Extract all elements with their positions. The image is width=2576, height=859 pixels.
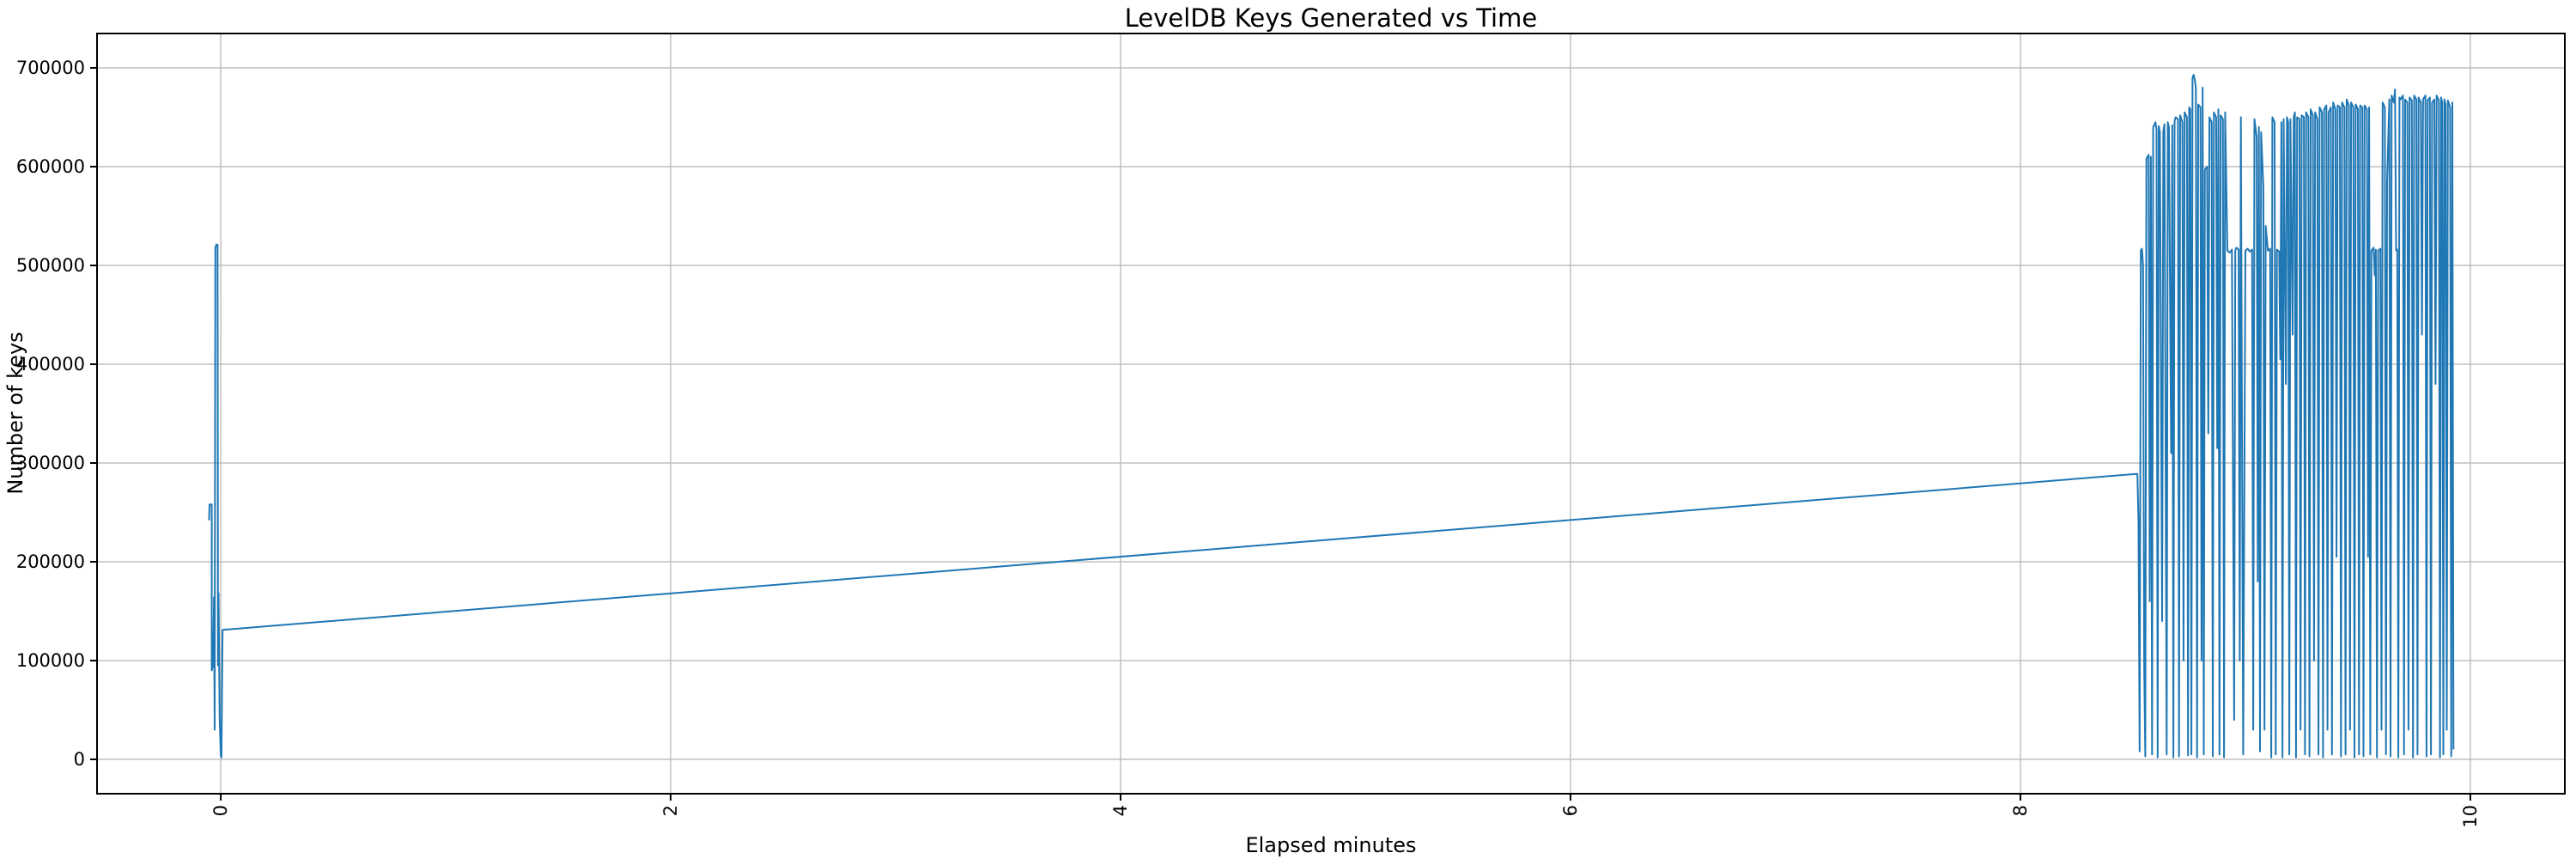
- x-tick-label: 0: [210, 805, 231, 816]
- plot-border: [96, 33, 2566, 795]
- y-tick-label: 0: [74, 749, 85, 770]
- y-tick-label: 100000: [16, 650, 85, 671]
- data-series: [208, 74, 2455, 758]
- y-tick-label: 200000: [16, 551, 85, 572]
- y-tick-label: 300000: [16, 453, 85, 473]
- chart-title: LevelDB Keys Generated vs Time: [1125, 3, 1537, 33]
- x-tick-label: 2: [660, 805, 681, 816]
- x-tick-label: 6: [1560, 805, 1581, 816]
- x-tick-label: 10: [2460, 805, 2481, 828]
- x-tick-label: 8: [2010, 805, 2031, 816]
- y-tick-label: 500000: [16, 255, 85, 276]
- series-line-keys-generated: [208, 74, 2455, 758]
- gridlines: [97, 34, 2565, 794]
- y-tick-label: 600000: [16, 156, 85, 177]
- axis-ticks: [90, 67, 2471, 801]
- x-tick-label: 4: [1110, 805, 1131, 816]
- y-tick-label: 700000: [16, 58, 85, 78]
- tick-labels: 0 2 4 6 8 10 0 100000 200000 300000 400000 500000 60…: [16, 58, 2481, 828]
- y-tick-label: 400000: [16, 354, 85, 375]
- y-axis-label: Number of keys: [3, 332, 27, 494]
- x-axis-label: Elapsed minutes: [1245, 833, 1416, 857]
